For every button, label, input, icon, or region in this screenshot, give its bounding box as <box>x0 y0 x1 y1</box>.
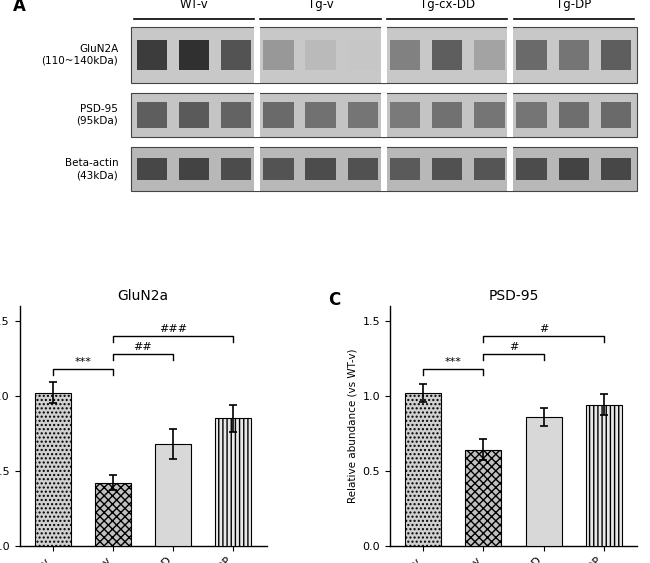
Bar <box>381 93 387 137</box>
Bar <box>516 39 547 70</box>
Bar <box>254 93 260 137</box>
Bar <box>558 102 589 128</box>
Bar <box>601 158 631 180</box>
Bar <box>390 39 420 70</box>
Text: #: # <box>509 342 518 352</box>
Bar <box>34 393 71 546</box>
Bar <box>432 39 462 70</box>
Text: A: A <box>13 0 26 15</box>
Y-axis label: Relative abundance (vs WT-v): Relative abundance (vs WT-v) <box>347 348 357 503</box>
Bar <box>474 102 504 128</box>
Bar <box>136 102 167 128</box>
Bar <box>381 147 387 191</box>
Text: ***: *** <box>445 357 461 367</box>
Text: Tg-cx-DD: Tg-cx-DD <box>419 0 474 11</box>
Bar <box>136 39 167 70</box>
Bar <box>306 39 335 70</box>
Bar <box>601 102 631 128</box>
Bar <box>263 158 294 180</box>
Bar <box>131 27 637 83</box>
Bar <box>179 102 209 128</box>
Bar <box>215 418 252 546</box>
Bar <box>131 93 637 137</box>
Text: #: # <box>539 324 549 334</box>
Bar <box>263 102 294 128</box>
Text: Tg-DP: Tg-DP <box>556 0 592 11</box>
Bar <box>516 158 547 180</box>
Bar <box>474 158 504 180</box>
Bar <box>306 102 335 128</box>
Bar <box>526 417 562 546</box>
Title: GluN2a: GluN2a <box>118 289 168 303</box>
Bar <box>348 39 378 70</box>
Bar <box>306 158 335 180</box>
Bar <box>432 102 462 128</box>
Bar <box>558 158 589 180</box>
Bar <box>179 158 209 180</box>
Text: PSD-95
(95kDa): PSD-95 (95kDa) <box>77 104 118 126</box>
Bar <box>221 158 252 180</box>
Bar <box>254 27 260 83</box>
Bar <box>381 27 387 83</box>
Bar <box>263 39 294 70</box>
Text: Beta-actin
(43kDa): Beta-actin (43kDa) <box>64 158 118 180</box>
Bar <box>179 39 209 70</box>
Text: GluN2A
(110~140kDa): GluN2A (110~140kDa) <box>42 44 118 66</box>
Bar <box>348 102 378 128</box>
Bar <box>390 102 420 128</box>
Text: ***: *** <box>74 357 91 367</box>
Text: C: C <box>328 291 341 309</box>
Bar <box>507 93 514 137</box>
Bar <box>586 405 622 546</box>
Bar <box>131 147 637 191</box>
Bar <box>432 158 462 180</box>
Bar <box>136 158 167 180</box>
Bar <box>465 450 501 546</box>
Bar <box>516 102 547 128</box>
Bar <box>601 39 631 70</box>
Text: WT-v: WT-v <box>179 0 208 11</box>
Bar <box>348 158 378 180</box>
Bar <box>390 158 420 180</box>
Bar <box>507 27 514 83</box>
Title: PSD-95: PSD-95 <box>488 289 539 303</box>
Bar <box>405 393 441 546</box>
Text: ##: ## <box>134 342 152 352</box>
Bar <box>95 483 131 546</box>
Bar <box>155 444 191 546</box>
Bar <box>474 39 504 70</box>
Bar <box>221 102 252 128</box>
Bar <box>507 147 514 191</box>
Bar <box>254 147 260 191</box>
Bar <box>558 39 589 70</box>
Bar <box>221 39 252 70</box>
Text: ###: ### <box>159 324 187 334</box>
Text: Tg-v: Tg-v <box>307 0 333 11</box>
